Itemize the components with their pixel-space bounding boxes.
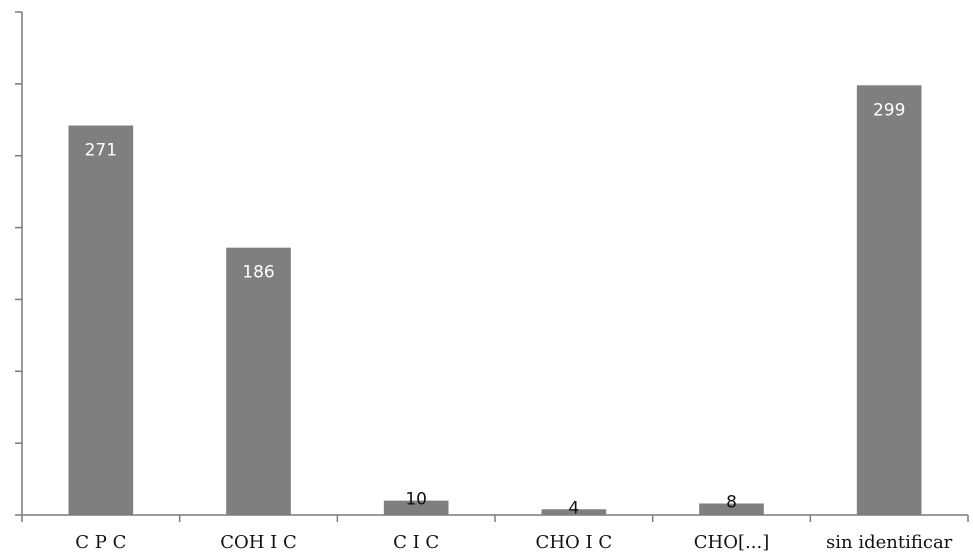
bar xyxy=(541,509,607,515)
bar xyxy=(856,85,922,516)
x-axis-ticks xyxy=(21,515,969,522)
y-axis-ticks xyxy=(15,11,22,516)
bar xyxy=(68,125,134,515)
x-tick-label: sin identificar xyxy=(826,532,953,553)
data-label: 4 xyxy=(568,498,579,518)
x-tick-label: CHO[...] xyxy=(694,532,769,553)
data-label: 271 xyxy=(85,141,117,161)
data-label: 186 xyxy=(242,263,274,283)
x-tick-label: COH I C xyxy=(220,532,297,553)
bar xyxy=(383,500,449,515)
data-label: 10 xyxy=(405,490,427,510)
data-label: 299 xyxy=(873,100,905,120)
bars-group xyxy=(68,85,922,516)
data-labels-group: 271 186 10 4 8 299 xyxy=(85,100,906,518)
x-tick-label: CHO I C xyxy=(536,532,613,553)
bar xyxy=(226,247,291,516)
bar xyxy=(699,503,764,515)
category-labels-group: C P C COH I C C I C CHO I C CHO[...] sin iden… xyxy=(75,532,952,553)
x-tick-label: C P C xyxy=(75,532,126,553)
x-tick-label: C I C xyxy=(393,532,439,553)
data-label: 8 xyxy=(726,493,737,513)
